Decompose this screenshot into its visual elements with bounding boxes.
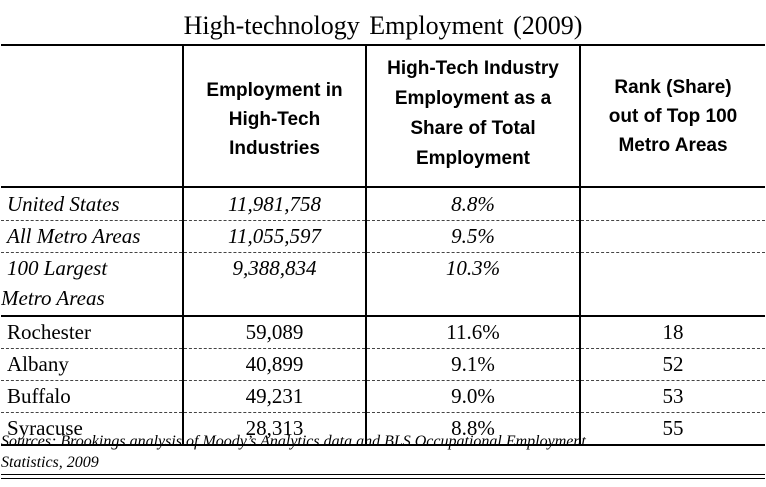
header-share: High-Tech Industry Employment as a Share… [366, 45, 581, 188]
table-row: Buffalo 49,231 9.0% 53 [1, 380, 765, 413]
row-rank [580, 187, 765, 221]
row-employment: 40,899 [183, 348, 367, 381]
table-row: United States 11,981,758 8.8% [1, 187, 765, 221]
row-share: 8.8% [366, 412, 581, 445]
row-name-line: 100 Largest [7, 256, 108, 280]
header-employment-line: Employment in [206, 79, 343, 101]
row-share: 11.6% [366, 316, 581, 349]
row-rank: 53 [580, 380, 765, 413]
table-row: Rochester 59,089 11.6% 18 [1, 316, 765, 349]
header-share-line: Share of Total [410, 118, 536, 139]
row-share: 9.5% [366, 220, 581, 253]
header-rank-line: out of Top 100 [608, 105, 738, 127]
table-row: 100 Largest Metro Areas 9,388,834 10.3% [1, 252, 765, 317]
row-name: Rochester [1, 316, 184, 349]
row-rank: 18 [580, 316, 765, 349]
header-share-line: Employment [415, 148, 531, 169]
row-employment: 28,313 [183, 412, 367, 445]
row-employment: 59,089 [183, 316, 367, 349]
source-line: Sources: Brookings analysis of Moody’s A… [1, 433, 586, 450]
row-share: 8.8% [366, 187, 581, 221]
header-employment-line: Industries [229, 137, 320, 159]
row-name: United States [1, 187, 184, 221]
row-name-line: Metro Areas [1, 286, 105, 310]
header-employment-line: High-Tech [228, 108, 321, 130]
row-share: 9.0% [366, 380, 581, 413]
row-employment: 49,231 [183, 380, 367, 413]
row-share: 10.3% [366, 252, 581, 317]
row-employment: 11,981,758 [183, 187, 367, 221]
row-name: 100 Largest Metro Areas [1, 252, 184, 317]
header-rank-line: Rank (Share) [614, 76, 732, 98]
row-employment: 11,055,597 [183, 220, 367, 253]
row-rank [580, 252, 765, 317]
table-title: High-technology Employment (2009) [183, 11, 583, 40]
footer-rule [1, 474, 765, 475]
header-row: Employment in High-Tech Industries High-… [1, 45, 765, 188]
row-rank [580, 220, 765, 253]
employment-table: Employment in High-Tech Industries High-… [1, 44, 765, 446]
row-rank: 55 [662, 416, 684, 440]
source-line: Statistics, 2009 [1, 454, 99, 471]
row-name: All Metro Areas [1, 220, 184, 253]
header-share-line: High-Tech Industry [387, 58, 559, 79]
footer-rule [1, 478, 765, 479]
row-rank: 52 [580, 348, 765, 381]
header-share-line: Employment as a [394, 88, 552, 109]
header-empty-cell [1, 45, 184, 188]
header-rank-line: Metro Areas [618, 134, 728, 156]
row-name: Buffalo [1, 380, 184, 413]
row-name: Albany [1, 348, 184, 381]
table-row: Syracuse 28,313 8.8% 55 [1, 412, 765, 445]
header-employment: Employment in High-Tech Industries [183, 45, 367, 188]
row-employment: 9,388,834 [183, 252, 367, 317]
row-name: Syracuse [1, 412, 184, 445]
table-row: Albany 40,899 9.1% 52 [1, 348, 765, 381]
row-share: 9.1% [366, 348, 581, 381]
header-rank: Rank (Share) out of Top 100 Metro Areas [580, 45, 765, 188]
source-note: Sources: Brookings analysis of Moody’s A… [1, 431, 765, 473]
table-row: All Metro Areas 11,055,597 9.5% [1, 220, 765, 253]
